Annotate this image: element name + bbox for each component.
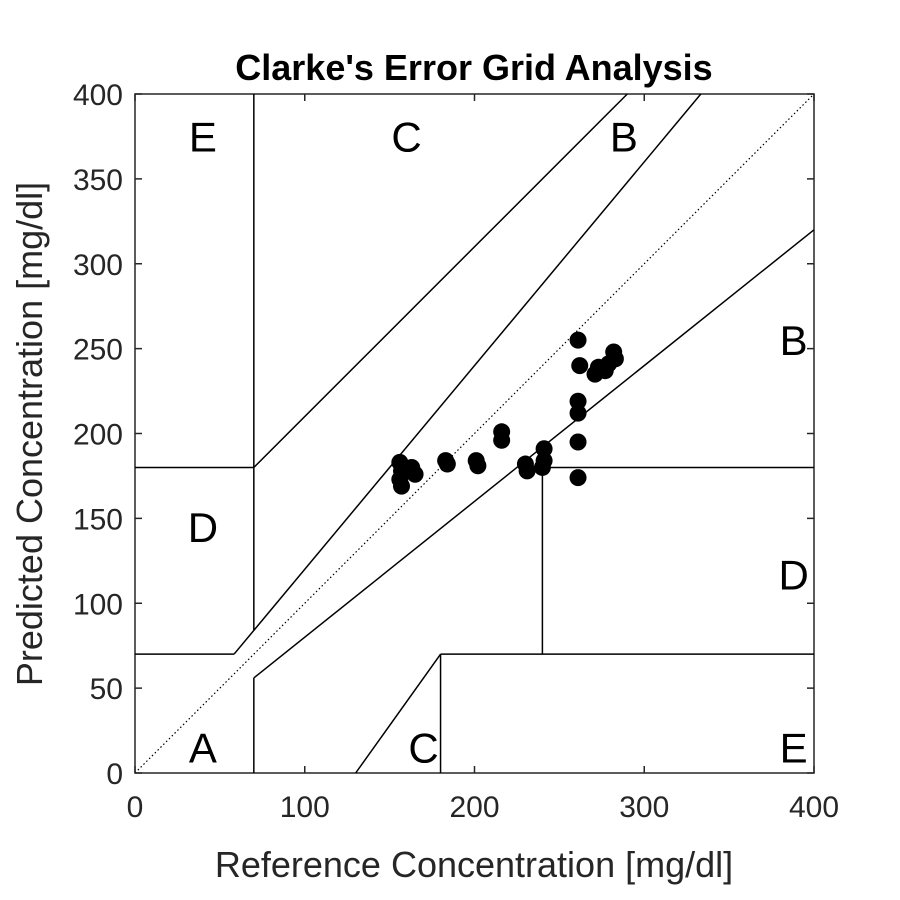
y-tick-label: 400 <box>73 79 123 112</box>
data-point <box>493 431 511 449</box>
data-point <box>569 433 587 451</box>
zone-label-d-5: D <box>778 551 808 598</box>
data-point <box>569 392 587 410</box>
zone-label-b-2: B <box>610 113 638 160</box>
zone-line-6 <box>253 93 628 468</box>
x-axis-label: Reference Concentration [mg/dl] <box>215 844 733 885</box>
data-point <box>533 458 551 476</box>
y-tick-label: 200 <box>73 419 123 452</box>
y-axis-ticks: 0 50 100 150 200 250 300 350 400 <box>73 79 814 791</box>
y-axis-label: Predicted Concentration [mg/dl] <box>9 182 50 686</box>
zone-line-3 <box>233 93 702 655</box>
data-point <box>469 457 487 475</box>
data-point <box>393 477 411 495</box>
y-tick-label: 250 <box>73 334 123 367</box>
y-tick-label: 50 <box>90 673 123 706</box>
x-axis-ticks: 0 100 200 300 400 <box>127 94 839 824</box>
zone-label-e-8: E <box>780 725 808 772</box>
zone-boundaries <box>135 93 815 774</box>
reference-line <box>134 93 815 774</box>
data-point <box>518 462 536 480</box>
y-tick-label: 0 <box>106 758 123 791</box>
data-points <box>391 331 624 495</box>
x-tick-label: 100 <box>280 791 330 824</box>
y-tick-label: 350 <box>73 164 123 197</box>
x-tick-label: 300 <box>619 791 669 824</box>
zone-label-e-0: E <box>189 113 217 160</box>
zone-label-c-7: C <box>408 725 438 772</box>
data-point <box>535 440 553 458</box>
x-tick-label: 0 <box>127 791 144 824</box>
y-tick-label: 300 <box>73 249 123 282</box>
data-point <box>569 404 587 422</box>
data-point <box>569 331 587 349</box>
zone-label-c-1: C <box>391 113 421 160</box>
zone-label-d-4: D <box>188 504 218 551</box>
x-tick-label: 400 <box>789 791 839 824</box>
zone-label-a-6: A <box>189 725 217 772</box>
x-tick-label: 200 <box>449 791 499 824</box>
data-point <box>569 469 587 487</box>
zone-label-b-3: B <box>780 317 808 364</box>
chart-title: Clarke's Error Grid Analysis <box>235 47 712 88</box>
data-point <box>606 350 624 368</box>
y-tick-label: 100 <box>73 588 123 621</box>
reference-diagonal <box>134 93 815 774</box>
data-point <box>571 357 589 375</box>
zone-line-7 <box>355 653 442 774</box>
data-point <box>438 455 456 473</box>
zone-line-1 <box>253 229 815 679</box>
zone-labels: E C B B D D A C E <box>188 113 809 771</box>
y-tick-label: 150 <box>73 503 123 536</box>
data-point <box>406 465 424 483</box>
